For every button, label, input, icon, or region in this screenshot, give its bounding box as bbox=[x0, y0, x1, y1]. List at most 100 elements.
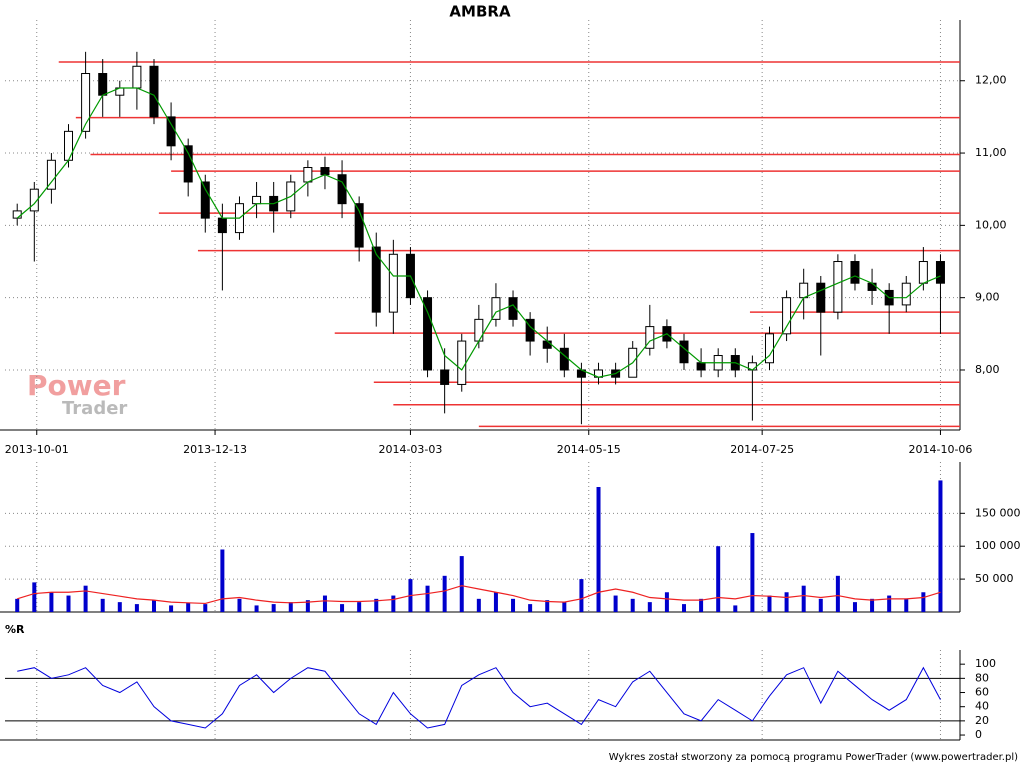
x-tick-label: 2014-07-25 bbox=[730, 443, 794, 456]
volume-bar bbox=[49, 592, 54, 612]
volume-bar bbox=[938, 480, 943, 612]
candle-body bbox=[696, 362, 706, 371]
volume-bar bbox=[596, 487, 601, 612]
indicator-line bbox=[17, 666, 941, 729]
candle-body bbox=[901, 282, 911, 306]
candle-body bbox=[149, 65, 159, 118]
y-tick-label: 80 bbox=[975, 671, 989, 684]
y-tick-label: 50 000 bbox=[975, 572, 1014, 585]
candle-body bbox=[457, 340, 467, 385]
volume-bar bbox=[630, 598, 635, 612]
volume-bar bbox=[237, 598, 242, 612]
candle-body bbox=[46, 159, 56, 190]
volume-bar bbox=[613, 595, 618, 612]
volume-bar bbox=[288, 602, 293, 612]
volume-bar bbox=[579, 579, 584, 612]
y-tick-label: 20 bbox=[975, 714, 989, 727]
panel-label: %R bbox=[5, 623, 25, 636]
volume-bar bbox=[186, 602, 191, 612]
volume-bar bbox=[66, 595, 71, 612]
volume-bar bbox=[357, 602, 362, 612]
candle-body bbox=[679, 340, 689, 364]
y-tick-label: 9,00 bbox=[975, 291, 1000, 304]
candle-body bbox=[303, 167, 313, 183]
candle-body bbox=[64, 130, 74, 161]
y-tick-label: 60 bbox=[975, 686, 989, 699]
volume-bar bbox=[117, 602, 122, 612]
candle-body bbox=[132, 65, 142, 89]
candle-body bbox=[935, 261, 945, 284]
volume-bar bbox=[271, 604, 276, 612]
volume-bar bbox=[203, 604, 208, 612]
volume-bar bbox=[15, 598, 20, 612]
volume-bar bbox=[374, 598, 379, 612]
x-tick-label: 2013-12-13 bbox=[183, 443, 247, 456]
y-tick-label: 8,00 bbox=[975, 363, 1000, 376]
candle-body bbox=[799, 282, 809, 299]
candle-body bbox=[918, 261, 928, 284]
candle-body bbox=[474, 318, 484, 342]
volume-bar bbox=[391, 595, 396, 612]
volume-bar bbox=[647, 602, 652, 612]
volume-bar bbox=[322, 595, 327, 612]
candle-body bbox=[81, 73, 91, 132]
y-tick-label: 150 000 bbox=[975, 506, 1021, 519]
candle-body bbox=[166, 116, 176, 147]
volume-average bbox=[17, 585, 941, 605]
candle-body bbox=[559, 347, 569, 371]
candle-body bbox=[183, 145, 193, 183]
candle-body bbox=[371, 246, 381, 313]
volume-bar bbox=[664, 592, 669, 612]
candle-body bbox=[816, 282, 826, 313]
volume-bar bbox=[818, 598, 823, 612]
candle-body bbox=[354, 203, 364, 248]
footer: Wykres został stworzony za pomocą progra… bbox=[609, 752, 1018, 763]
x-tick-label: 2013-10-01 bbox=[5, 443, 69, 456]
logo-power: Power bbox=[27, 369, 126, 402]
volume-bar bbox=[887, 595, 892, 612]
volume-bar bbox=[442, 575, 447, 612]
volume-bar bbox=[750, 533, 755, 612]
volume-bar bbox=[100, 598, 105, 612]
volume-bar bbox=[852, 602, 857, 612]
volume-bar bbox=[134, 604, 139, 612]
moving-average bbox=[16, 87, 941, 378]
volume-bar bbox=[733, 605, 738, 612]
volume-bar bbox=[904, 598, 909, 612]
volume-bar bbox=[340, 604, 345, 612]
y-tick-label: 12,00 bbox=[975, 74, 1007, 87]
logo-trader: Trader bbox=[62, 398, 127, 419]
x-tick-label: 2014-03-03 bbox=[378, 443, 442, 456]
volume-bar bbox=[83, 585, 88, 612]
volume-bar bbox=[254, 605, 259, 612]
volume-bar bbox=[699, 598, 704, 612]
candle-body bbox=[440, 369, 450, 385]
volume-bar bbox=[32, 582, 37, 612]
chart-title: AMBRA bbox=[449, 3, 511, 21]
volume-bar bbox=[801, 585, 806, 612]
volume-bar bbox=[835, 575, 840, 612]
candle-body bbox=[508, 297, 518, 320]
candle-body bbox=[388, 253, 398, 313]
candle-body bbox=[423, 297, 433, 371]
volume-bar bbox=[545, 600, 550, 612]
volume-bar bbox=[767, 595, 772, 612]
y-tick-label: 11,00 bbox=[975, 146, 1007, 159]
y-tick-label: 10,00 bbox=[975, 218, 1007, 231]
candle-body bbox=[98, 73, 108, 96]
volume-bar bbox=[511, 598, 516, 612]
volume-bar bbox=[476, 598, 481, 612]
candle-body bbox=[491, 297, 501, 320]
x-tick-label: 2014-05-15 bbox=[557, 443, 621, 456]
candle-body bbox=[252, 195, 262, 205]
volume-bar bbox=[921, 592, 926, 612]
volume-bar bbox=[784, 592, 789, 612]
y-tick-label: 100 bbox=[975, 657, 996, 670]
x-tick-label: 2014-10-06 bbox=[908, 443, 972, 456]
volume-bar bbox=[716, 546, 721, 612]
volume-bar bbox=[870, 598, 875, 612]
volume-bar bbox=[493, 592, 498, 612]
y-tick-label: 0 bbox=[975, 728, 982, 741]
candle-body bbox=[782, 297, 792, 335]
